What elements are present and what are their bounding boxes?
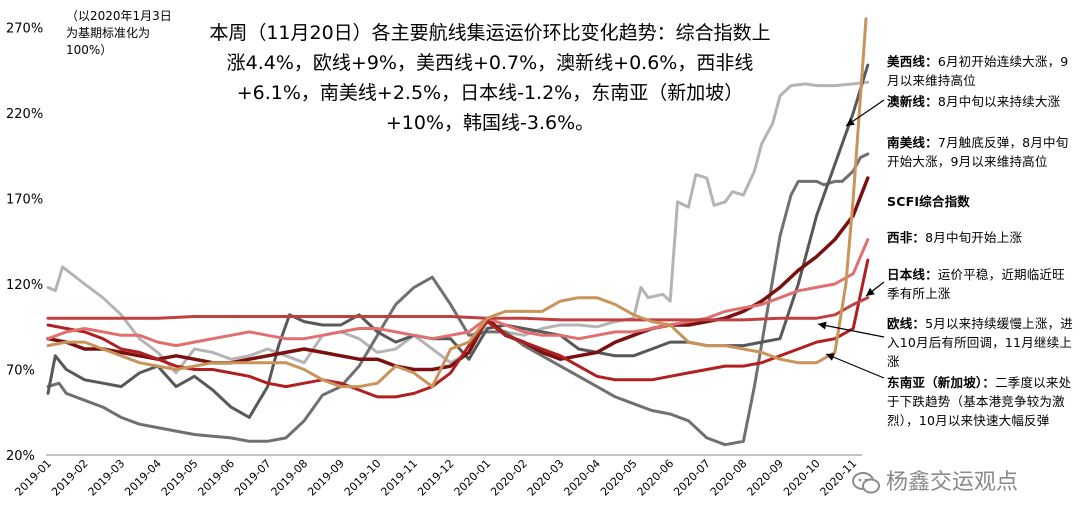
series-line-s_gray_light	[46, 80, 870, 375]
watermark: 杨鑫交运观点	[852, 463, 1072, 503]
annotation-arrow-head	[826, 353, 835, 361]
x-tick-label: 2019-06	[195, 457, 237, 499]
x-tick-label: 2019-05	[159, 457, 201, 499]
annotation-south-america: 南美线：7月触底反弹，8月中旬开始大涨，9月以来维持高位	[887, 135, 1069, 169]
x-tick-label: 2020-04	[561, 457, 603, 499]
series-line-s_red	[46, 258, 870, 399]
x-tick-label: 2020-03	[525, 457, 567, 499]
y-tick-label: 170%	[6, 193, 43, 208]
annotation-australia-nz: 澳新线：8月中旬以来持续大涨	[887, 94, 1061, 109]
annotation-west-africa: 西非：8月中旬开始上涨	[887, 230, 1023, 245]
y-tick-label: 20%	[6, 449, 35, 464]
y-tick-label: 270%	[6, 22, 43, 37]
series-line-s_gray_dark	[46, 152, 870, 447]
x-tick-label: 2020-01	[452, 457, 494, 499]
annotation-europe: 欧线：5月以来持续缓慢上涨，进入10月后有所回调，11月继续上涨	[887, 316, 1073, 369]
x-tick-label: 2020-09	[744, 457, 786, 499]
annotation-arrow	[817, 323, 885, 338]
x-tick-label: 2020-05	[598, 457, 640, 499]
x-tick-label: 2019-09	[305, 457, 347, 499]
x-tick-label: 2019-10	[342, 457, 384, 499]
y-tick-label: 120%	[6, 278, 43, 293]
annotation-arrow-head	[818, 321, 827, 330]
annotation-arrow	[825, 353, 885, 379]
x-tick-label: 2019-04	[122, 457, 164, 499]
annotation-scfi: SCFI综合指数	[887, 194, 970, 209]
x-tick-label: 2019-12	[415, 457, 457, 499]
x-tick-label: 2020-06	[635, 457, 677, 499]
x-tick-label: 2019-07	[232, 457, 274, 499]
x-tick-label: 2019-03	[86, 457, 128, 499]
base-note: （以2020年1月3日为基期标准化为100%）	[66, 9, 172, 57]
annotation-arrow-head	[866, 287, 875, 296]
wechat-icon	[852, 472, 880, 494]
x-tick-label: 2020-10	[781, 457, 823, 499]
watermark-text: 杨鑫交运观点	[886, 470, 1019, 495]
chart-headline: 本周（11月20日）各主要航线集运运价环比变化趋势：综合指数上涨4.4%，欧线+…	[209, 22, 771, 134]
series-line-s_gold	[46, 17, 868, 389]
x-tick-label: 2020-08	[708, 457, 750, 499]
series-line-s_maroon_dark	[46, 176, 870, 372]
x-tick-label: 2020-02	[488, 457, 530, 499]
annotation-us-west: 美西线：6月初开始连续大涨，9月以来维持高位	[887, 54, 1069, 88]
annotation-japan: 日本线：运价平稳，近期临近旺季有所上涨	[887, 267, 1065, 301]
y-tick-label: 220%	[6, 107, 43, 122]
annotation-southeast-asia: 东南亚（新加坡）：二季度以来处于下跌趋势（基本港竞争较为激烈），10月以来快速大…	[887, 375, 1072, 428]
x-tick-label: 2019-02	[49, 457, 91, 499]
y-tick-label: 70%	[6, 364, 35, 379]
annotation-arrow-head	[846, 118, 855, 126]
x-tick-label: 2020-07	[671, 457, 713, 499]
series-line-s_pink	[46, 238, 870, 348]
x-tick-label: 2019-11	[378, 457, 420, 499]
x-tick-label: 2019-08	[269, 457, 311, 499]
